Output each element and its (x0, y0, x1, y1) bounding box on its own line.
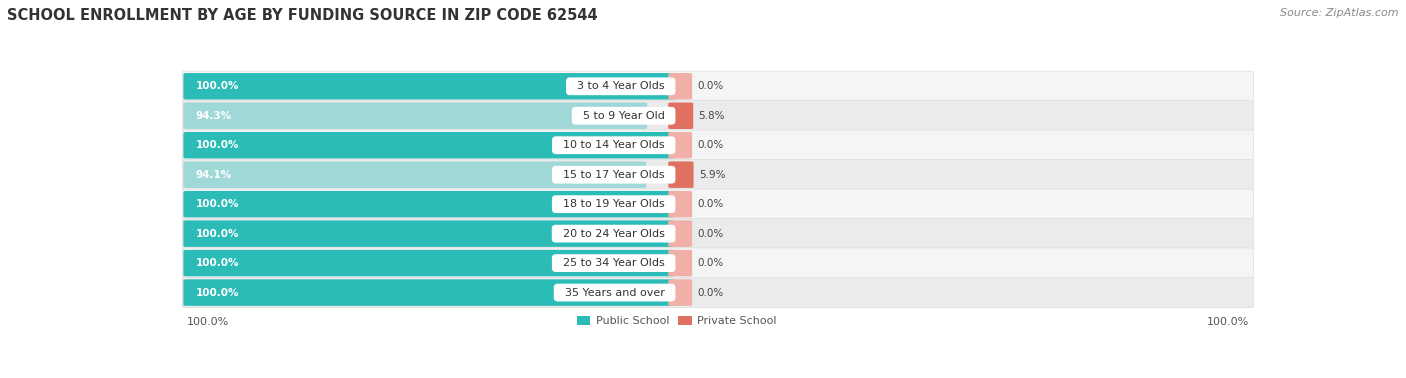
FancyBboxPatch shape (183, 71, 1253, 101)
Text: 100.0%: 100.0% (195, 288, 239, 297)
FancyBboxPatch shape (183, 277, 1253, 308)
FancyBboxPatch shape (183, 102, 647, 129)
FancyBboxPatch shape (183, 248, 1253, 278)
Text: 0.0%: 0.0% (697, 229, 724, 239)
Text: 3 to 4 Year Olds: 3 to 4 Year Olds (569, 81, 672, 91)
Text: 100.0%: 100.0% (195, 258, 239, 268)
Text: Source: ZipAtlas.com: Source: ZipAtlas.com (1281, 8, 1399, 17)
Text: 35 Years and over: 35 Years and over (558, 288, 672, 297)
Text: 0.0%: 0.0% (697, 199, 724, 209)
FancyBboxPatch shape (668, 250, 692, 276)
Text: 10 to 14 Year Olds: 10 to 14 Year Olds (555, 140, 672, 150)
Text: 94.3%: 94.3% (195, 111, 232, 121)
FancyBboxPatch shape (183, 132, 675, 158)
FancyBboxPatch shape (183, 161, 647, 188)
Text: 25 to 34 Year Olds: 25 to 34 Year Olds (555, 258, 672, 268)
Text: 100.0%: 100.0% (195, 229, 239, 239)
Text: 100.0%: 100.0% (195, 81, 239, 91)
Text: 94.1%: 94.1% (195, 170, 232, 180)
Text: 5.8%: 5.8% (699, 111, 725, 121)
FancyBboxPatch shape (183, 279, 675, 306)
FancyBboxPatch shape (183, 160, 1253, 190)
Text: 0.0%: 0.0% (697, 288, 724, 297)
FancyBboxPatch shape (668, 102, 693, 129)
Legend: Public School, Private School: Public School, Private School (572, 311, 782, 331)
Text: 5.9%: 5.9% (699, 170, 725, 180)
Text: 100.0%: 100.0% (187, 317, 229, 327)
Text: 20 to 24 Year Olds: 20 to 24 Year Olds (555, 229, 672, 239)
Text: 18 to 19 Year Olds: 18 to 19 Year Olds (555, 199, 672, 209)
Text: 5 to 9 Year Old: 5 to 9 Year Old (575, 111, 672, 121)
FancyBboxPatch shape (183, 220, 675, 247)
Text: 0.0%: 0.0% (697, 81, 724, 91)
FancyBboxPatch shape (668, 279, 692, 306)
FancyBboxPatch shape (668, 132, 692, 158)
FancyBboxPatch shape (183, 191, 675, 217)
FancyBboxPatch shape (183, 189, 1253, 219)
FancyBboxPatch shape (668, 191, 692, 217)
FancyBboxPatch shape (183, 101, 1253, 131)
Text: 100.0%: 100.0% (195, 140, 239, 150)
Text: 0.0%: 0.0% (697, 140, 724, 150)
FancyBboxPatch shape (183, 218, 1253, 249)
FancyBboxPatch shape (668, 161, 693, 188)
FancyBboxPatch shape (183, 73, 675, 99)
FancyBboxPatch shape (183, 130, 1253, 160)
FancyBboxPatch shape (668, 220, 692, 247)
FancyBboxPatch shape (183, 250, 675, 276)
FancyBboxPatch shape (668, 73, 692, 99)
Text: 15 to 17 Year Olds: 15 to 17 Year Olds (555, 170, 672, 180)
Text: 100.0%: 100.0% (195, 199, 239, 209)
Text: SCHOOL ENROLLMENT BY AGE BY FUNDING SOURCE IN ZIP CODE 62544: SCHOOL ENROLLMENT BY AGE BY FUNDING SOUR… (7, 8, 598, 23)
Text: 100.0%: 100.0% (1206, 317, 1249, 327)
Text: 0.0%: 0.0% (697, 258, 724, 268)
